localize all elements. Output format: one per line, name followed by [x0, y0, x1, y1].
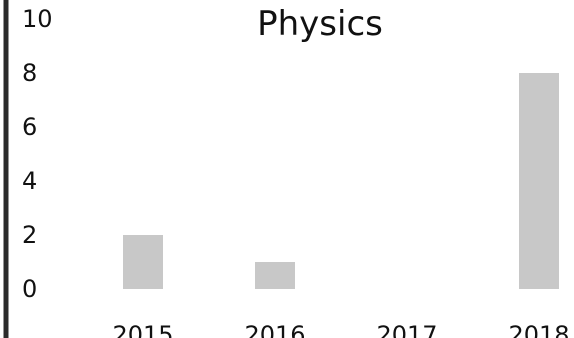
y-tick-label: 10: [22, 5, 53, 33]
x-tick-label: 2015: [112, 321, 173, 338]
bar-2015: [123, 235, 163, 289]
x-tick-labels: 2015 2016 2017 2018: [112, 321, 569, 338]
bars: [123, 73, 559, 289]
bar-2016: [255, 262, 295, 289]
y-tick-label: 8: [22, 59, 37, 87]
bar-2018: [519, 73, 559, 289]
y-tick-labels: 0 2 4 6 8 10: [22, 5, 53, 303]
y-tick-label: 0: [22, 275, 37, 303]
x-tick-label: 2016: [244, 321, 305, 338]
x-tick-label: 2018: [508, 321, 569, 338]
y-tick-label: 6: [22, 113, 37, 141]
chart-title: Physics: [257, 4, 383, 44]
x-tick-label: 2017: [376, 321, 437, 338]
y-tick-label: 2: [22, 221, 37, 249]
y-tick-label: 4: [22, 167, 37, 195]
